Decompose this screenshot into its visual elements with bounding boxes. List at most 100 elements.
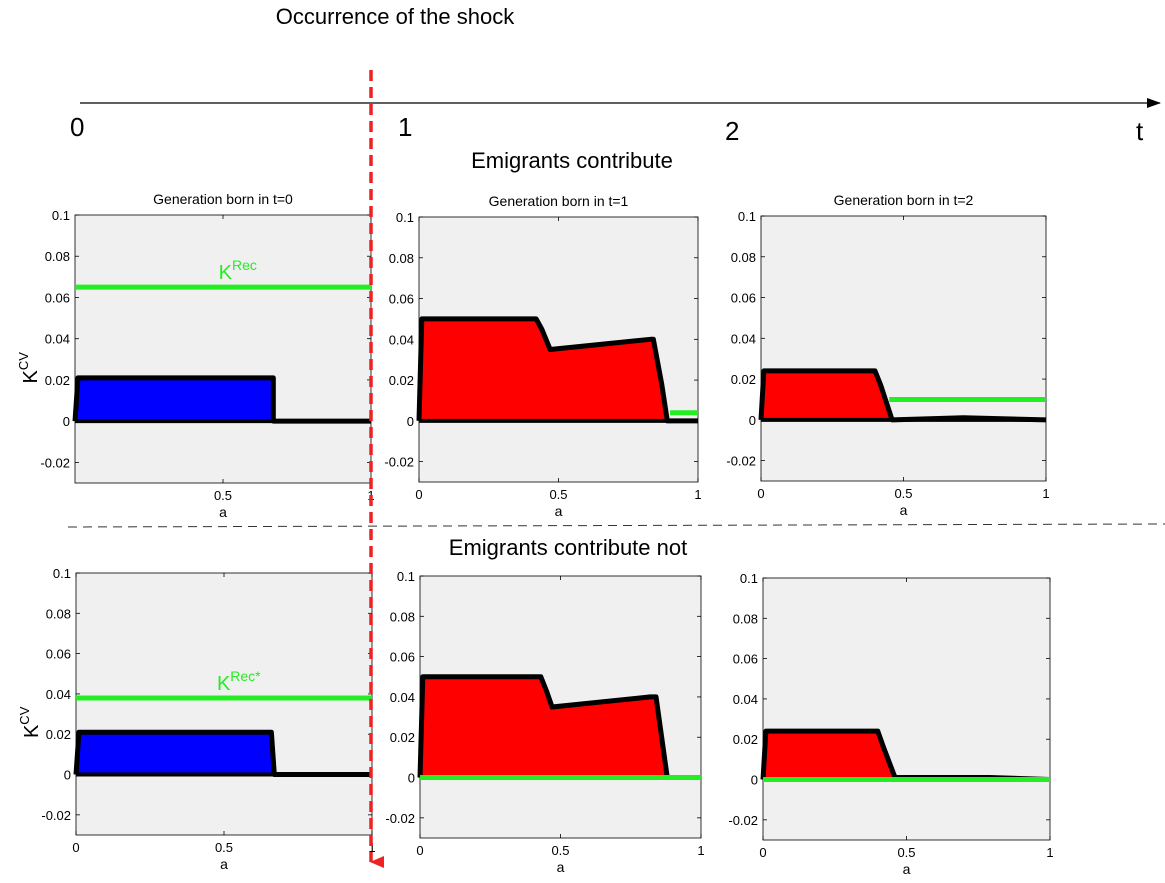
x-tick-label: 0 xyxy=(416,843,423,858)
x-tick-label: 1 xyxy=(694,487,701,502)
section-separator xyxy=(67,523,1165,528)
section-title-top: Emigrants contribute xyxy=(471,148,673,173)
y-tick-label: 0.04 xyxy=(45,332,70,347)
chart-bot-t2: 0.1 0.08 0.06 0.04 0.02 0 -0.02 0 0.5 1 a xyxy=(728,571,1053,877)
y-tick-label: 0.08 xyxy=(731,250,756,265)
reference-line-label: KRec* xyxy=(217,668,261,695)
y-tick-label: 0 xyxy=(407,414,414,429)
section-title-bottom: Emigrants contribute not xyxy=(449,535,687,560)
area-outline xyxy=(417,674,701,781)
y-tick-label: 0.08 xyxy=(45,249,70,264)
y-tick-label: -0.02 xyxy=(728,813,758,828)
chart-title: Generation born in t=2 xyxy=(834,192,974,208)
x-tick-label: 0 xyxy=(72,840,79,855)
plot-area xyxy=(760,215,1047,482)
y-tick-label: 0.1 xyxy=(53,566,71,581)
y-tick-label: 0.04 xyxy=(390,690,415,705)
x-axis-label: a xyxy=(555,503,563,519)
y-tick-label: 0.1 xyxy=(397,569,415,584)
time-tick-1: 1 xyxy=(398,112,412,142)
y-tick-label: 0.06 xyxy=(390,650,415,665)
y-tick-label: 0 xyxy=(749,413,756,428)
x-axis-label: a xyxy=(220,856,228,872)
y-tick-label: 0 xyxy=(408,771,415,786)
y-tick-label: 0.02 xyxy=(45,373,70,388)
x-axis-label: a xyxy=(557,859,565,875)
y-tick-label: 0 xyxy=(63,414,70,429)
y-tick-label: 0.1 xyxy=(740,571,758,586)
area-fill xyxy=(75,377,371,422)
y-tick-label: 0.04 xyxy=(389,332,414,347)
plot-area xyxy=(762,577,1051,841)
area-outline xyxy=(758,368,1047,423)
y-axis-label: KCV xyxy=(17,706,43,738)
x-tick-label: 1 xyxy=(697,843,704,858)
y-tick-label: 0.02 xyxy=(46,727,71,742)
area-fill xyxy=(420,676,701,778)
chart-bot-t0: 0.1 0.08 0.06 0.04 0.02 0 -0.02 0 0.5 1 KRec* a KCV xyxy=(17,566,376,872)
y-tick-label: 0.1 xyxy=(396,210,414,225)
time-tick-0: 0 xyxy=(70,112,84,142)
time-end-label: t xyxy=(1136,116,1144,146)
x-axis-label: a xyxy=(900,502,908,518)
chart-title: Generation born in t=1 xyxy=(489,193,629,209)
y-tick-label: 0.02 xyxy=(733,732,758,747)
y-tick-label: 0.08 xyxy=(389,251,414,266)
x-tick-label: 0.5 xyxy=(549,487,567,502)
y-tick-label: -0.02 xyxy=(384,455,414,470)
y-tick-label: -0.02 xyxy=(726,454,756,469)
y-tick-label: 0.1 xyxy=(738,209,756,224)
y-tick-label: -0.02 xyxy=(385,811,415,826)
y-tick-label: 0.04 xyxy=(46,687,71,702)
x-axis-label: a xyxy=(903,861,911,877)
x-tick-label: 0 xyxy=(759,845,766,860)
y-tick-label: -0.02 xyxy=(41,808,71,823)
y-tick-label: 0.04 xyxy=(731,331,756,346)
x-axis-label: a xyxy=(219,504,227,520)
y-tick-label: 0 xyxy=(64,768,71,783)
chart-top-t1: 0.1 0.08 0.06 0.04 0.02 0 -0.02 0 0.5 1 Generation… xyxy=(384,193,701,519)
y-tick-label: 0.08 xyxy=(390,609,415,624)
chart-bot-t1: 0.1 0.08 0.06 0.04 0.02 0 -0.02 0 0.5 1 a xyxy=(385,569,704,875)
y-tick-label: 0.06 xyxy=(389,292,414,307)
chart-title: Generation born in t=0 xyxy=(153,191,293,207)
x-tick-label: 1 xyxy=(368,840,375,855)
chart-top-t2: 0.1 0.08 0.06 0.04 0.02 0 -0.02 0 0.5 1 Generation… xyxy=(726,192,1049,518)
shock-title: Occurrence of the shock xyxy=(276,4,515,29)
y-axis-label: KCV xyxy=(16,352,42,384)
y-tick-label: 0 xyxy=(751,773,758,788)
y-tick-label: 0.04 xyxy=(733,692,758,707)
y-tick-label: 0.06 xyxy=(733,652,758,667)
area-fill xyxy=(419,318,698,421)
x-tick-label: 0.5 xyxy=(551,843,569,858)
x-tick-label: 1 xyxy=(1042,486,1049,501)
y-tick-label: 0.02 xyxy=(731,372,756,387)
y-tick-label: 0.08 xyxy=(46,606,71,621)
area-outline xyxy=(416,316,698,424)
plot-area xyxy=(74,214,372,484)
plot-area xyxy=(75,572,373,836)
x-tick-label: 0.5 xyxy=(214,488,232,503)
y-tick-label: 0.1 xyxy=(52,208,70,223)
chart-top-t0: 0.10.080.060.040.020-0.020.51KRecGenerat… xyxy=(16,191,375,520)
y-tick-label: 0.06 xyxy=(45,290,70,305)
y-tick-label: 0.02 xyxy=(389,373,414,388)
y-tick-label: 0.08 xyxy=(733,611,758,626)
x-tick-label: 0 xyxy=(757,486,764,501)
panels: 0.1 0.08 0.06 0.04 0.02 0 -0.02 0.5 1 KRec Generat… xyxy=(16,191,1054,877)
reference-line-label: KRec xyxy=(219,257,257,284)
x-tick-label: 0 xyxy=(415,487,422,502)
area-fill xyxy=(763,731,1050,780)
y-tick-label: 0.02 xyxy=(390,730,415,745)
area-fill xyxy=(76,732,372,775)
time-tick-2: 2 xyxy=(725,116,739,146)
y-tick-label: -0.02 xyxy=(40,455,70,470)
x-tick-label: 1 xyxy=(1046,845,1053,860)
x-tick-label: 0.5 xyxy=(215,840,233,855)
area-fill xyxy=(761,370,1046,420)
x-tick-label: 0.5 xyxy=(894,486,912,501)
y-tick-label: 0.06 xyxy=(731,291,756,306)
y-tick-label: 0.06 xyxy=(46,647,71,662)
x-tick-label: 0.5 xyxy=(897,845,915,860)
